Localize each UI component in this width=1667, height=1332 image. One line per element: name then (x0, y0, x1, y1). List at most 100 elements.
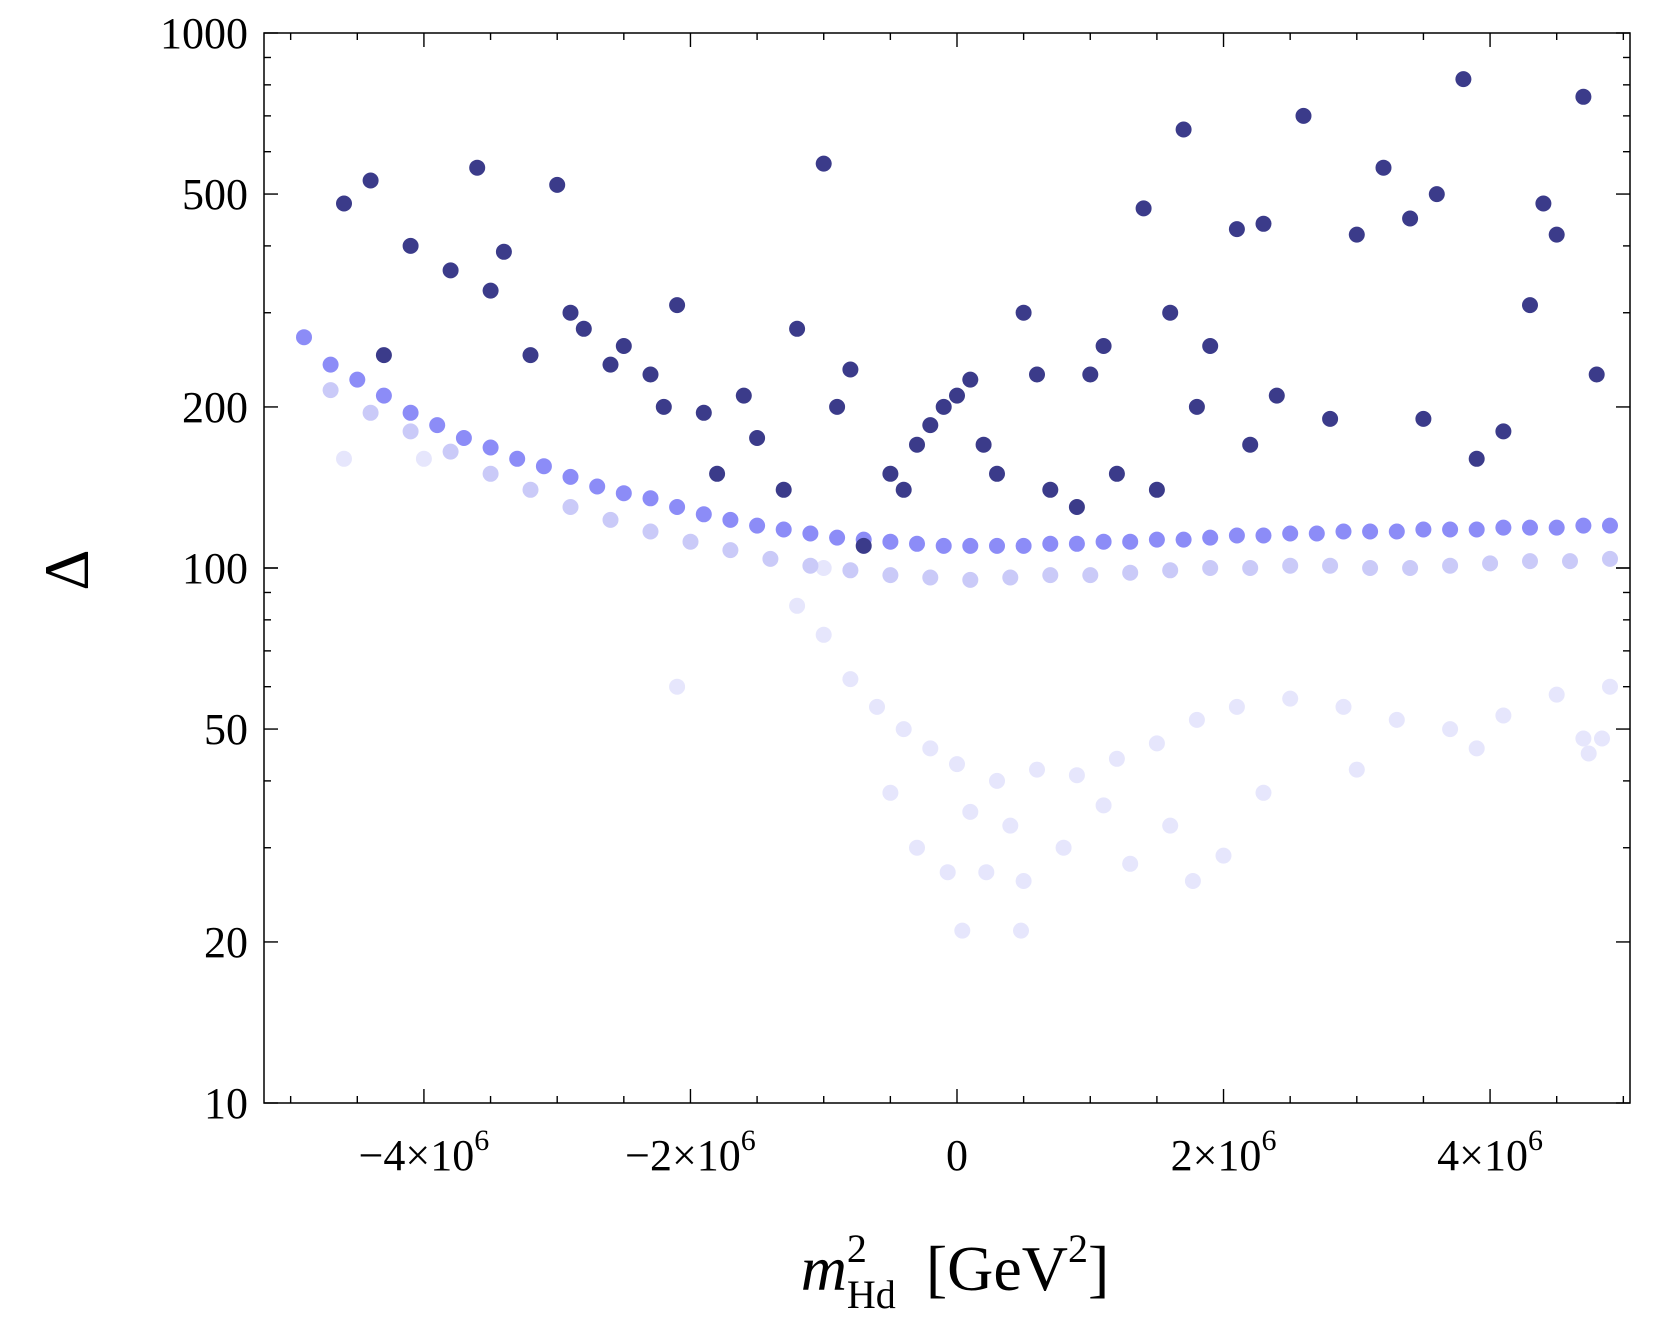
data-point (522, 347, 539, 364)
data-point (775, 481, 792, 498)
data-point (1495, 423, 1512, 440)
data-point (1095, 533, 1112, 550)
data-point (1002, 817, 1019, 834)
data-point (1202, 529, 1219, 546)
data-point (962, 371, 979, 388)
data-point (1202, 338, 1219, 354)
y-axis-title: Δ (31, 549, 102, 590)
data-point (1095, 338, 1112, 354)
x-tick-label: 2×106 (1171, 1124, 1277, 1180)
data-point (535, 458, 552, 475)
data-point (1522, 297, 1538, 314)
y-tick-label: 500 (182, 170, 248, 219)
data-point (1042, 567, 1059, 584)
data-point (1442, 557, 1459, 574)
data-point (1055, 839, 1072, 856)
data-point (322, 382, 339, 399)
data-point (402, 423, 419, 440)
data-point (522, 481, 539, 498)
data-point (1468, 740, 1485, 757)
data-point (575, 320, 592, 337)
data-point (1242, 560, 1259, 576)
data-point (1535, 195, 1552, 212)
data-point (882, 465, 899, 482)
data-point (935, 398, 952, 415)
data-point (895, 481, 912, 498)
data-point (1402, 560, 1419, 576)
data-point (1442, 721, 1459, 738)
point-layer (296, 71, 1618, 939)
data-point (882, 533, 899, 550)
data-point (722, 542, 739, 559)
data-point (1082, 567, 1099, 584)
data-point (722, 511, 739, 528)
data-point (482, 282, 499, 299)
data-point (1375, 159, 1392, 176)
data-point (949, 387, 965, 404)
data-point (855, 537, 872, 554)
data-point (1348, 761, 1365, 778)
data-point (615, 485, 632, 502)
data-point (1495, 707, 1512, 724)
y-tick-label: 100 (182, 544, 248, 593)
data-point (954, 922, 971, 939)
data-point (455, 430, 472, 446)
data-point (1215, 847, 1232, 864)
data-point (1162, 817, 1179, 834)
data-point (682, 533, 699, 550)
y-tick-label: 50 (204, 705, 248, 754)
data-point (842, 562, 859, 579)
x-axis-title-subscript: Hd (847, 1272, 896, 1317)
data-point (962, 803, 979, 820)
data-point (1548, 226, 1565, 243)
data-point (1580, 745, 1597, 762)
y-axis: 10 20 50 100 200 500 1000 (160, 9, 1630, 1128)
data-point (1068, 535, 1085, 552)
data-point (1015, 537, 1032, 554)
x-axis-title: m2 Hd [GeV2] (801, 1226, 1110, 1317)
x-axis-title-unit: [GeV (910, 1233, 1068, 1304)
data-point (1602, 550, 1618, 567)
data-point (1575, 517, 1592, 534)
data-point (1188, 398, 1205, 415)
data-point (1255, 527, 1272, 544)
data-point (1122, 855, 1139, 872)
x-tick-label: 0 (946, 1131, 968, 1180)
plot-frame (263, 32, 1631, 1104)
data-point (842, 671, 859, 688)
data-point (1255, 215, 1272, 232)
data-point (1175, 121, 1192, 138)
data-point (1082, 366, 1099, 383)
data-point (815, 560, 832, 576)
data-point (1135, 200, 1152, 217)
data-point (642, 366, 659, 383)
data-point (962, 537, 979, 554)
data-point (978, 864, 995, 881)
data-point (549, 176, 566, 193)
data-point (735, 387, 752, 404)
y-tick-label: 10 (204, 1079, 248, 1128)
data-point (1455, 71, 1472, 88)
data-point (1335, 523, 1352, 540)
data-point (1068, 767, 1085, 784)
data-point (1442, 521, 1459, 538)
data-point (1575, 730, 1592, 747)
data-point (815, 626, 832, 643)
data-point (1184, 873, 1201, 889)
data-point (1548, 519, 1565, 536)
data-point (1095, 797, 1112, 814)
data-point (1148, 735, 1165, 752)
data-point (1388, 711, 1405, 728)
data-point (1522, 519, 1538, 536)
data-point (802, 525, 819, 542)
data-point (749, 517, 766, 534)
data-point (882, 567, 899, 584)
data-point (482, 465, 499, 482)
data-point (909, 436, 925, 453)
series-all-points (789, 597, 1618, 889)
data-point (1602, 678, 1618, 695)
data-point (1042, 481, 1059, 498)
data-point (1188, 711, 1205, 728)
data-point (1268, 387, 1285, 404)
x-axis-title-unit-close: ] (1088, 1233, 1109, 1304)
